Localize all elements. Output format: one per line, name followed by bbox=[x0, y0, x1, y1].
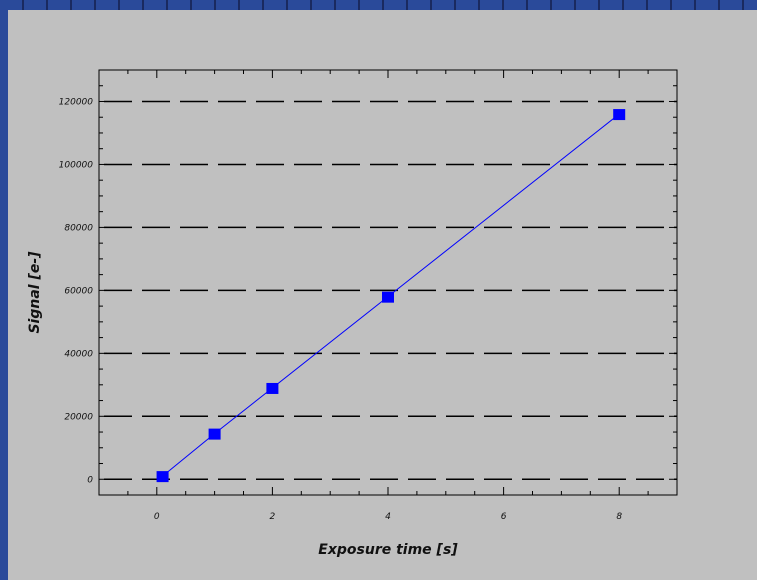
gridlines bbox=[99, 100, 677, 481]
x-tick-label: 6 bbox=[501, 512, 507, 522]
y-axis-title: Signal [e-] bbox=[27, 251, 43, 334]
y-tick-label: 60000 bbox=[64, 286, 93, 296]
y-tick-label: 0 bbox=[87, 475, 93, 485]
data-point bbox=[266, 382, 279, 394]
data-point bbox=[613, 109, 626, 121]
plot-area bbox=[98, 69, 678, 496]
series bbox=[156, 109, 626, 483]
x-axis-title: Exposure time [s] bbox=[318, 542, 458, 558]
data-point bbox=[208, 428, 221, 440]
data-point bbox=[156, 471, 169, 483]
y-tick-label: 20000 bbox=[64, 412, 93, 422]
y-tick-label: 40000 bbox=[64, 349, 93, 359]
y-tick-label: 120000 bbox=[59, 97, 94, 107]
x-tick-label: 0 bbox=[154, 512, 160, 522]
tick-labels: 0 20000 40000 60000 80000 100000 120000 0 2 4 6 8 bbox=[59, 97, 623, 522]
y-tick-label: 100000 bbox=[59, 160, 94, 170]
x-tick-label: 2 bbox=[270, 512, 276, 522]
x-tick-label: 8 bbox=[616, 512, 622, 522]
chart-panel: 0 20000 40000 60000 80000 100000 120000 0 2 4 6 8 E… bbox=[8, 10, 757, 580]
x-tick-label: 4 bbox=[385, 512, 391, 522]
ticks bbox=[99, 70, 677, 495]
chart: 0 20000 40000 60000 80000 100000 120000 0 2 4 6 8 E… bbox=[27, 69, 678, 558]
data-point bbox=[382, 291, 394, 303]
y-tick-label: 80000 bbox=[64, 223, 93, 233]
